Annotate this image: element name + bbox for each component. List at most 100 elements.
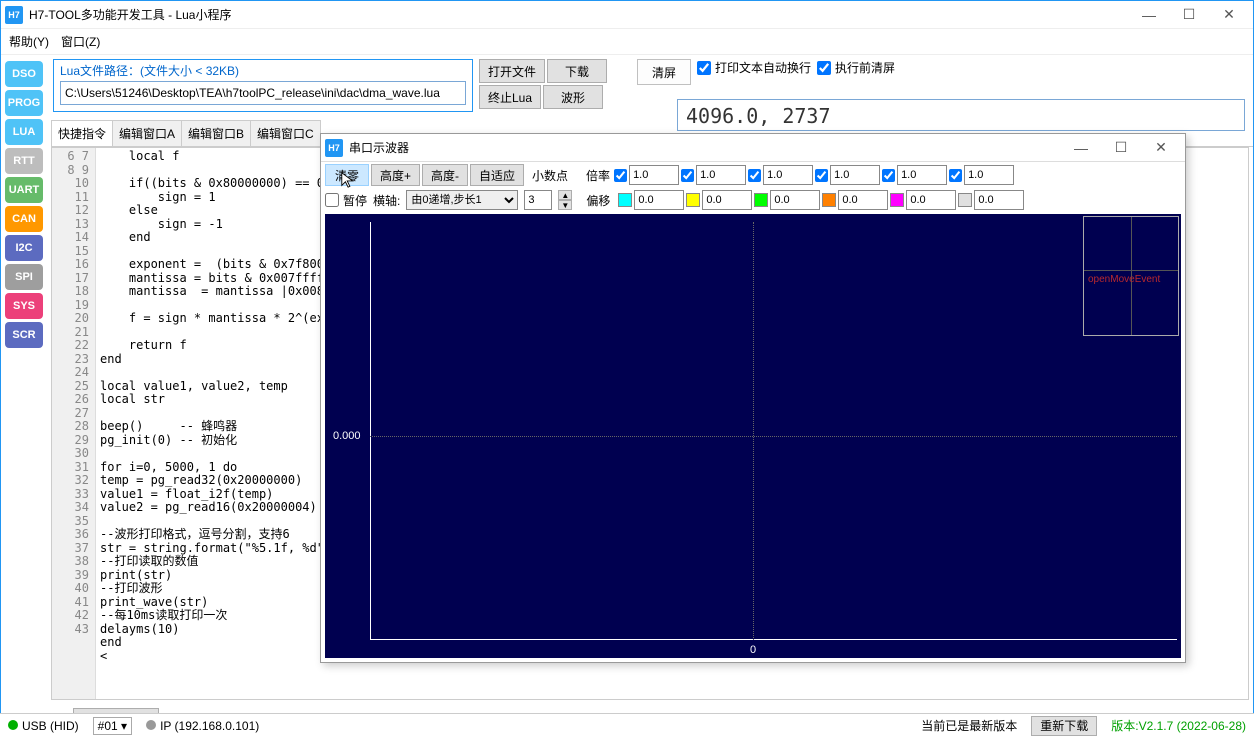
channel-1-rate-input[interactable] (696, 165, 746, 185)
channel-2-rate (748, 165, 813, 185)
device-select[interactable]: #01 ▾ (93, 717, 132, 735)
haxis-label: 横轴: (373, 192, 400, 209)
sidebar-item-prog[interactable]: PROG (5, 90, 43, 116)
channel-0-rate (614, 165, 679, 185)
channel-3-color-icon (822, 193, 836, 207)
dec-down-button[interactable]: ▼ (558, 200, 572, 210)
minimap: openMoveEvent (1083, 216, 1179, 336)
channel-5-rate-input[interactable] (964, 165, 1014, 185)
y-tick-label: 0.000 (333, 430, 361, 442)
x-tick-label: 0 (750, 644, 756, 656)
sidebar-item-sys[interactable]: SYS (5, 293, 43, 319)
sidebar-item-uart[interactable]: UART (5, 177, 43, 203)
main-titlebar: H7 H7-TOOL多功能开发工具 - Lua小程序 — ☐ ✕ (1, 1, 1253, 29)
minimize-button[interactable]: — (1129, 2, 1169, 28)
osc-logo-icon: H7 (325, 139, 343, 157)
osc-close-button[interactable]: ✕ (1141, 135, 1181, 161)
stop-lua-button[interactable]: 终止Lua (479, 85, 541, 109)
chevron-down-icon: ▾ (121, 719, 127, 733)
channel-4-offset (890, 190, 956, 210)
channel-0-offset-input[interactable] (634, 190, 684, 210)
channel-1-rate (681, 165, 746, 185)
menu-bar: 帮助(Y) 窗口(Z) (1, 29, 1253, 55)
redownload-button[interactable]: 重新下载 (1031, 716, 1097, 736)
osc-titlebar[interactable]: H7 串口示波器 — ☐ ✕ (321, 134, 1185, 162)
maximize-button[interactable]: ☐ (1169, 2, 1209, 28)
channel-5-rate (949, 165, 1014, 185)
file-path-label: Lua文件路径：(文件大小 < 32KB) (60, 62, 466, 79)
x-axis (370, 639, 1177, 640)
tab-2[interactable]: 编辑窗口B (181, 120, 251, 146)
decimal-input[interactable] (524, 190, 552, 210)
channel-3-enable[interactable] (815, 169, 828, 182)
sidebar-item-dso[interactable]: DSO (5, 61, 43, 87)
close-button[interactable]: ✕ (1209, 2, 1249, 28)
oscilloscope-window: H7 串口示波器 — ☐ ✕ 清零 高度+ 高度- 自适应 小数点 倍率 暂停 … (320, 133, 1186, 663)
window-title: H7-TOOL多功能开发工具 - Lua小程序 (29, 6, 1129, 23)
open-file-button[interactable]: 打开文件 (479, 59, 545, 83)
osc-toolbar-1: 清零 高度+ 高度- 自适应 小数点 倍率 (321, 162, 1185, 188)
app-logo-icon: H7 (5, 6, 23, 24)
osc-maximize-button[interactable]: ☐ (1101, 135, 1141, 161)
channel-3-rate-input[interactable] (830, 165, 880, 185)
channel-5-offset (958, 190, 1024, 210)
line-gutter: 6 7 8 9 10 11 12 13 14 15 16 17 18 19 20… (52, 148, 96, 699)
version-label: 版本:V2.1.7 (2022-06-28) (1111, 717, 1246, 734)
download-button[interactable]: 下载 (547, 59, 607, 83)
tab-0[interactable]: 快捷指令 (51, 120, 113, 146)
sidebar-item-lua[interactable]: LUA (5, 119, 43, 145)
channel-4-color-icon (890, 193, 904, 207)
channel-2-offset-input[interactable] (770, 190, 820, 210)
mid-horizontal-gridline (370, 436, 1177, 437)
haxis-select[interactable]: 由0递增,步长1 (406, 190, 518, 210)
channel-4-enable[interactable] (882, 169, 895, 182)
sidebar: DSO PROG LUA RTT UART CAN I2C SPI SYS SCR (1, 55, 47, 736)
channel-4-rate-input[interactable] (897, 165, 947, 185)
preclear-checkbox[interactable]: 执行前清屏 (817, 59, 895, 76)
version-current: 当前已是最新版本 (921, 717, 1017, 734)
channel-2-enable[interactable] (748, 169, 761, 182)
channel-0-rate-input[interactable] (629, 165, 679, 185)
channel-0-enable[interactable] (614, 169, 627, 182)
output-box: 4096.0, 2737 (677, 99, 1245, 131)
ip-status: IP (192.168.0.101) (146, 719, 259, 733)
plot-area[interactable]: 0.000 0 openMoveEvent (325, 214, 1181, 658)
sidebar-item-can[interactable]: CAN (5, 206, 43, 232)
channel-3-offset-input[interactable] (838, 190, 888, 210)
channel-3-offset (822, 190, 888, 210)
rate-label: 倍率 (586, 167, 610, 184)
tab-1[interactable]: 编辑窗口A (112, 120, 182, 146)
menu-window[interactable]: 窗口(Z) (61, 33, 100, 50)
sidebar-item-scr[interactable]: SCR (5, 322, 43, 348)
wave-button[interactable]: 波形 (543, 85, 603, 109)
channel-0-color-icon (618, 193, 632, 207)
height-plus-button[interactable]: 高度+ (371, 164, 420, 186)
channel-5-enable[interactable] (949, 169, 962, 182)
sidebar-item-spi[interactable]: SPI (5, 264, 43, 290)
menu-help[interactable]: 帮助(Y) (9, 33, 49, 50)
zero-button[interactable]: 清零 (325, 164, 369, 186)
channel-1-offset-input[interactable] (702, 190, 752, 210)
tab-3[interactable]: 编辑窗口C (250, 120, 321, 146)
channel-4-offset-input[interactable] (906, 190, 956, 210)
channel-5-offset-input[interactable] (974, 190, 1024, 210)
osc-toolbar-2: 暂停 横轴: 由0递增,步长1 ▲ ▼ 偏移 (321, 188, 1185, 212)
file-path-input[interactable] (60, 81, 466, 105)
decimal-label: 小数点 (532, 167, 568, 184)
channel-5-color-icon (958, 193, 972, 207)
height-minus-button[interactable]: 高度- (422, 164, 468, 186)
fit-button[interactable]: 自适应 (470, 164, 524, 186)
autowrap-checkbox[interactable]: 打印文本自动换行 (697, 59, 811, 76)
channel-3-rate (815, 165, 880, 185)
sidebar-item-i2c[interactable]: I2C (5, 235, 43, 261)
clear-button[interactable]: 清屏 (637, 59, 691, 85)
file-group: Lua文件路径：(文件大小 < 32KB) (53, 59, 473, 112)
sidebar-item-rtt[interactable]: RTT (5, 148, 43, 174)
y-axis (370, 222, 371, 640)
pause-checkbox[interactable]: 暂停 (325, 192, 367, 209)
channel-1-enable[interactable] (681, 169, 694, 182)
dec-up-button[interactable]: ▲ (558, 190, 572, 200)
channel-2-offset (754, 190, 820, 210)
osc-minimize-button[interactable]: — (1061, 135, 1101, 161)
channel-2-rate-input[interactable] (763, 165, 813, 185)
